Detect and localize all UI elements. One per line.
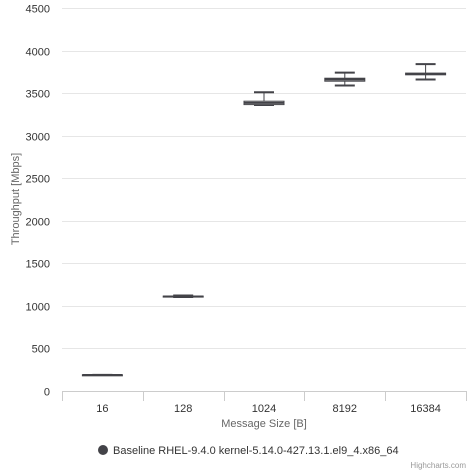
box-series [81,63,447,377]
legend[interactable]: Baseline RHEL-9.4.0 kernel-5.14.0-427.13… [98,445,399,457]
y-axis-title: Throughput [Mbps] [10,153,22,245]
box-point[interactable] [243,91,285,107]
box-point[interactable] [162,294,204,298]
y-tick-label: 4000 [26,47,50,59]
box-point[interactable] [324,71,366,87]
y-tick-label: 500 [32,344,50,356]
x-axis-title: Message Size [B] [221,418,307,430]
y-tick-label: 3500 [26,89,50,101]
x-tick-label: 16 [96,403,108,415]
y-tick-label: 4500 [26,4,50,16]
y-tick-label: 1000 [26,302,50,314]
x-tick-label: 16384 [410,403,441,415]
credits-link[interactable]: Highcharts.com [410,461,466,470]
x-axis: 16 128 1024 8192 16384 [62,391,467,415]
y-tick-label: 0 [44,387,50,399]
y-tick-label: 2000 [26,217,50,229]
legend-item-label[interactable]: Baseline RHEL-9.4.0 kernel-5.14.0-427.13… [113,445,399,457]
x-tick-label: 1024 [252,403,276,415]
y-tick-label: 1500 [26,259,50,271]
y-tick-label: 2500 [26,174,50,186]
y-axis-tick-labels: 0 500 1000 1500 2000 2500 3000 3500 4000 4500 [26,4,50,399]
y-tick-label: 3000 [26,132,50,144]
x-tick-label: 8192 [333,403,357,415]
box-point[interactable] [405,63,447,81]
legend-symbol [98,445,108,455]
box-point[interactable] [81,373,123,377]
x-tick-label: 128 [174,403,192,415]
grid-lines [62,8,466,392]
